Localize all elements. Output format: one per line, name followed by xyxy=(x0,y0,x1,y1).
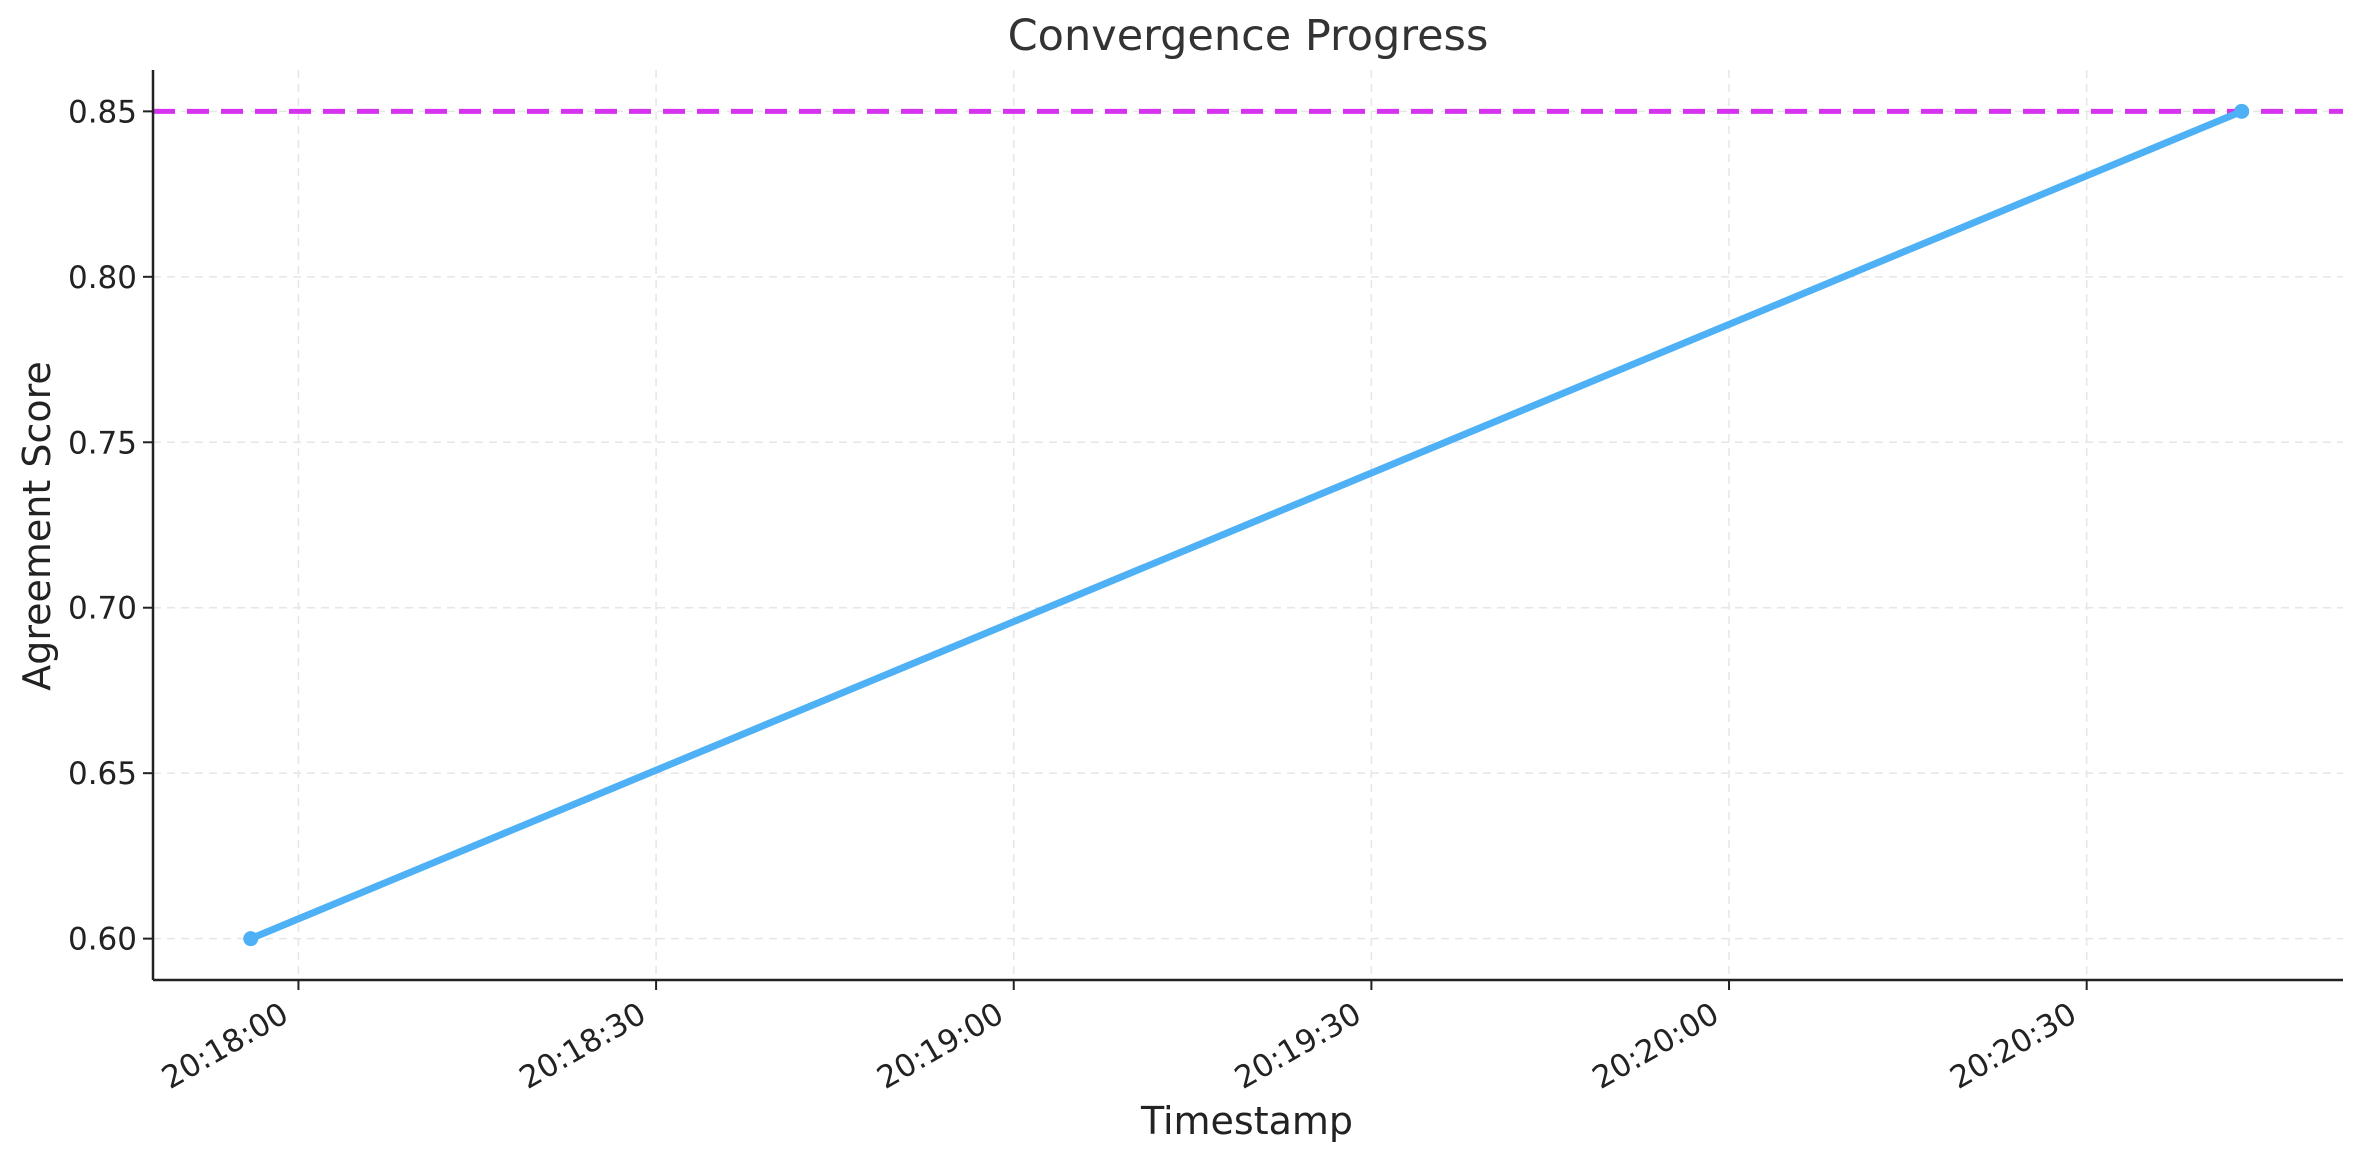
x-tick-label: 20:19:30 xyxy=(1229,996,1368,1097)
data-point xyxy=(2234,103,2250,119)
series-line xyxy=(247,107,2246,943)
y-tick-label: 0.70 xyxy=(68,591,137,627)
y-ticks: 0.60 0.65 0.70 0.75 0.80 0.85 xyxy=(68,94,153,958)
x-tick-label: 20:18:30 xyxy=(514,996,653,1097)
x-tick-label: 20:20:30 xyxy=(1944,996,2083,1097)
y-tick-label: 0.60 xyxy=(68,922,137,958)
y-tick-label: 0.65 xyxy=(68,756,137,792)
data-point xyxy=(243,931,259,947)
x-tick-label: 20:19:00 xyxy=(871,996,1010,1097)
x-tick-label: 20:18:00 xyxy=(156,996,295,1097)
y-tick-label: 0.85 xyxy=(68,94,137,130)
axes xyxy=(151,70,2343,982)
y-tick-label: 0.75 xyxy=(68,425,137,461)
y-axis-label: Agreement Score xyxy=(15,361,59,691)
series-layer xyxy=(243,103,2250,947)
x-axis-label: Timestamp xyxy=(1140,1099,1353,1143)
chart-title: Convergence Progress xyxy=(1008,11,1489,61)
x-ticks: 20:18:00 20:18:30 20:19:00 20:19:30 20:20:00… xyxy=(156,980,2088,1097)
y-tick-label: 0.80 xyxy=(68,260,137,296)
x-tick-label: 20:20:00 xyxy=(1586,996,1725,1097)
